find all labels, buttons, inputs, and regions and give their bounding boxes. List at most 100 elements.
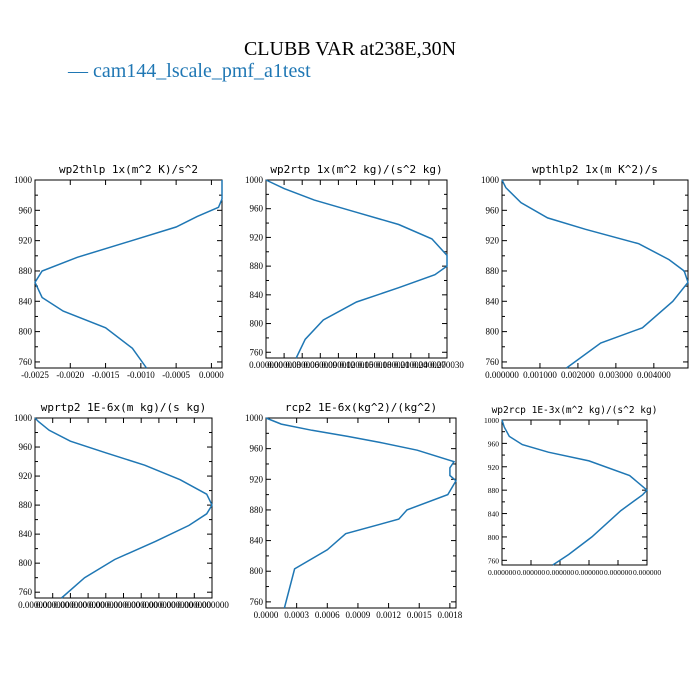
series-line — [501, 179, 689, 369]
panel-title: wp2thlp 1x(m^2 K)/s^2 — [59, 163, 198, 176]
x-tick-label: 0.000000 — [575, 568, 603, 577]
y-tick-label: 1000 — [14, 413, 33, 423]
plot-frame — [501, 419, 648, 566]
x-tick-label: 0.000030 — [430, 360, 464, 370]
x-tick-label: -0.0015 — [92, 370, 120, 380]
y-tick-label: 960 — [250, 444, 264, 454]
x-tick-label: -0.0005 — [162, 370, 190, 380]
x-tick-label: 0.0006 — [315, 610, 340, 620]
x-tick-label: 0.0000 — [254, 610, 279, 620]
y-tick-label: 960 — [250, 204, 264, 214]
x-tick-label: 0.000000 — [142, 600, 176, 610]
y-tick-label: 760 — [19, 587, 33, 597]
panel-3: wpthlp2 1x(m K^2)/s 760 800 840 880 920 960 100… — [481, 163, 689, 380]
y-tick-label: 1000 — [481, 175, 500, 185]
x-tick-label: 0.000024 — [394, 360, 428, 370]
y-tick-label: 1000 — [484, 416, 499, 425]
x-tick-label: 0.000003 — [267, 360, 301, 370]
panel-1: wp2thlp 1x(m^2 K)/s^2 760 800 840 880 920 960 1… — [14, 163, 224, 380]
y-tick-label: 800 — [486, 327, 500, 337]
x-tick-label: 0.000006 — [285, 360, 319, 370]
x-tick-label: 0.000000 — [160, 600, 194, 610]
x-tick-label: 0.000000 — [546, 568, 574, 577]
x-tick-label: 0.000018 — [358, 360, 392, 370]
y-tick-label: 1000 — [245, 175, 264, 185]
y-tick-label: 760 — [19, 357, 33, 367]
y-tick-label: 920 — [250, 474, 264, 484]
y-tick-label: 840 — [250, 536, 264, 546]
series-line — [34, 417, 213, 599]
panel-5: rcp2 1E-6x(kg^2)/(kg^2) 760 800 840 880 920 96… — [245, 401, 463, 620]
y-tick-label: 800 — [19, 327, 33, 337]
y-tick-label: 800 — [488, 533, 500, 542]
plot-frame — [34, 417, 213, 599]
x-tick-label: 0.0009 — [346, 610, 371, 620]
panel-4: wprtp2 1E-6x(m kg)/(s kg) 760 800 840 880 920… — [14, 401, 229, 610]
y-tick-label: 880 — [486, 266, 500, 276]
x-tick-label: 0.0000 — [199, 370, 224, 380]
y-tick-label: 960 — [486, 205, 500, 215]
y-tick-label: 920 — [488, 463, 500, 472]
panel-title: rcp2 1E-6x(kg^2)/(kg^2) — [285, 401, 437, 414]
series-line — [34, 180, 223, 369]
panel-2: wp2rtp 1x(m^2 kg)/(s^2 kg) 760 800 840 880 92… — [245, 163, 464, 370]
y-tick-label: 760 — [486, 357, 500, 367]
x-tick-label: 0.000000 — [18, 600, 52, 610]
series-line — [265, 179, 448, 359]
y-tick-label: 800 — [250, 319, 264, 329]
y-tick-label: 840 — [19, 296, 33, 306]
y-tick-label: 840 — [486, 296, 500, 306]
x-tick-label: 0.000000 — [488, 568, 516, 577]
x-tick-label: 0.000000 — [249, 360, 283, 370]
y-tick-label: 840 — [250, 290, 264, 300]
y-tick-label: 880 — [19, 500, 33, 510]
y-tick-label: 880 — [250, 505, 264, 515]
x-tick-label: 0.000000 — [124, 600, 158, 610]
x-tick-label: -0.0025 — [21, 370, 49, 380]
y-tick-label: 920 — [19, 236, 33, 246]
x-tick-label: 0.0015 — [407, 610, 432, 620]
y-tick-label: 840 — [19, 529, 33, 539]
x-tick-label: 0.000000 — [89, 600, 123, 610]
plot-frame — [265, 417, 457, 609]
y-tick-label: 960 — [19, 442, 33, 452]
y-tick-label: 760 — [250, 597, 264, 607]
x-tick-label: 0.000012 — [322, 360, 356, 370]
x-tick-label: 0.001000 — [523, 370, 557, 380]
x-tick-label: 0.000000 — [177, 600, 211, 610]
x-tick-label: 0.000000 — [485, 370, 519, 380]
panel-6: wp2rcp 1E-3x(m^2 kg)/(s^2 kg) 760 800 840 88… — [484, 405, 661, 577]
x-tick-label: 0.0018 — [437, 610, 462, 620]
x-tick-label: 0.004000 — [637, 370, 671, 380]
plot-frame — [501, 179, 689, 369]
x-tick-label: 0.000000 — [195, 600, 229, 610]
y-tick-label: 880 — [250, 261, 264, 271]
x-tick-label: -0.0020 — [56, 370, 84, 380]
x-tick-label: 0.000009 — [303, 360, 337, 370]
y-tick-label: 800 — [19, 558, 33, 568]
panel-title: wprtp2 1E-6x(m kg)/(s kg) — [41, 401, 207, 414]
y-tick-label: 760 — [488, 556, 500, 565]
y-tick-label: 960 — [19, 205, 33, 215]
x-tick-label: 0.000021 — [376, 360, 410, 370]
plot-frame — [34, 179, 223, 369]
x-tick-label: -0.0010 — [127, 370, 155, 380]
legend-entry: — cam144_lscale_pmf_a1test — [67, 60, 311, 82]
figure-title: CLUBB VAR at238E,30N — [244, 38, 456, 60]
y-tick-label: 920 — [19, 471, 33, 481]
x-tick-label: 0.000000 — [604, 568, 632, 577]
x-tick-label: 0.000000 — [71, 600, 105, 610]
y-tick-label: 880 — [488, 486, 500, 495]
y-tick-label: 800 — [250, 566, 264, 576]
plot-frame — [265, 179, 448, 359]
x-tick-label: 0.002000 — [561, 370, 595, 380]
x-tick-label: 0.000000 — [54, 600, 88, 610]
y-tick-label: 760 — [250, 347, 264, 357]
y-tick-label: 840 — [488, 510, 500, 519]
x-tick-label: 0.000027 — [412, 360, 446, 370]
series-line — [501, 419, 649, 566]
x-tick-label: 0.000000 — [36, 600, 70, 610]
y-tick-label: 880 — [19, 266, 33, 276]
x-tick-label: 0.003000 — [599, 370, 633, 380]
panel-title: wpthlp2 1x(m K^2)/s — [532, 163, 658, 176]
